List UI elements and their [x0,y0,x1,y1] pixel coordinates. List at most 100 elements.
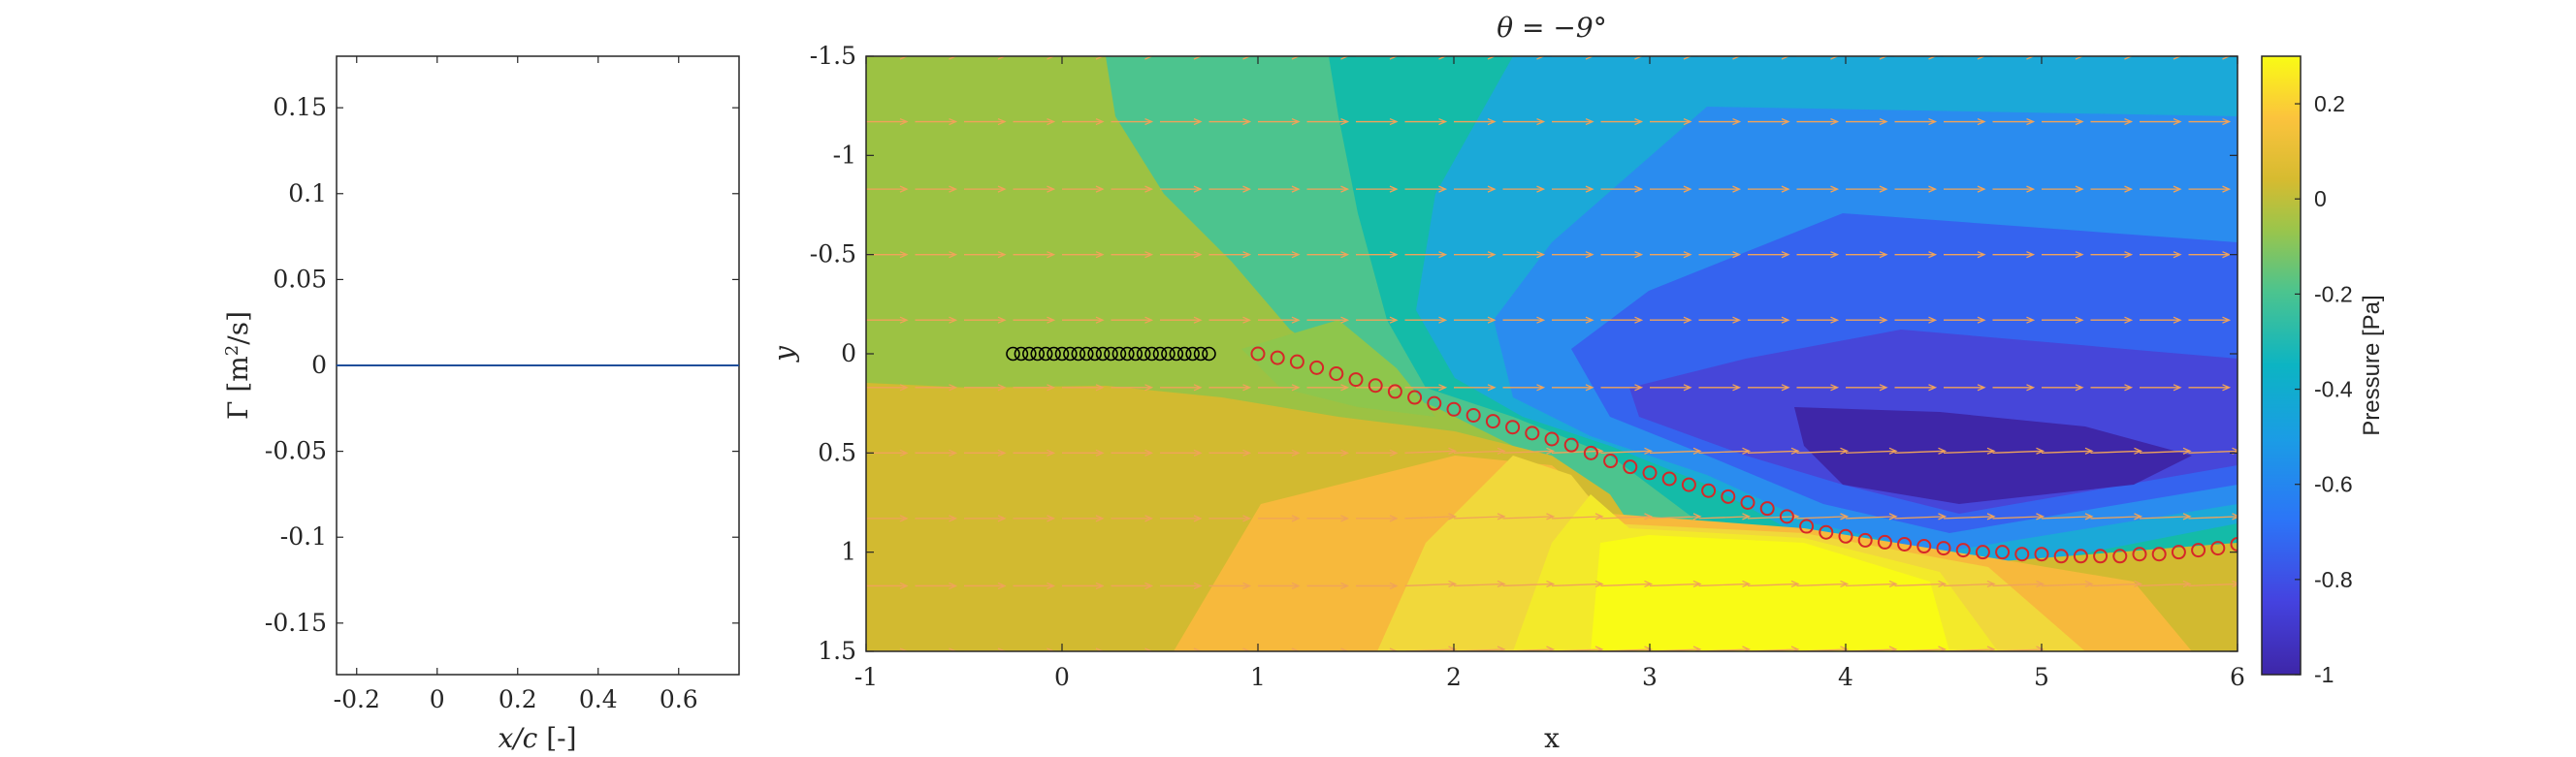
velocity-arrow-head [899,185,909,193]
wake-point [1779,509,1794,524]
wake-point [2112,549,2128,564]
velocity-arrow-head [1389,316,1399,324]
velocity-arrow-head [1193,582,1203,590]
velocity-arrow [1453,583,1505,587]
velocity-arrow-head [1487,251,1497,259]
velocity-arrow [2090,650,2093,651]
wake-point [2210,541,2226,556]
velocity-arrow-head [1046,515,1056,522]
pressure-xtick-label: -1 [854,663,878,691]
velocity-arrow [2188,516,2238,520]
velocity-arrow [1747,583,1799,587]
circulation-ticks: -0.2 0 0.2 0.4 0.6 0.15 0.1 0.05 0 -0.05 -0.1 -0.15 [265,56,739,713]
velocity-arrow-head [1438,185,1448,193]
velocity-arrow-head [1585,117,1594,126]
velocity-arrow-head [1242,117,1252,126]
velocity-arrow [1845,583,1897,587]
velocity-arrow-head [1046,384,1056,392]
velocity-arrow-head [1193,56,1203,60]
velocity-arrow-head [899,384,909,392]
wake-point [1857,532,1873,548]
velocity-arrow-head [2064,658,2071,664]
velocity-arrow [1649,450,1701,454]
airfoil-point [1022,346,1037,362]
velocity-arrow-head [2211,658,2218,664]
velocity-arrow-head [949,56,958,60]
velocity-arrow-head [2173,117,2182,126]
velocity-arrow-head [1692,513,1702,520]
velocity-arrow [1943,516,1995,520]
wake-point [1759,501,1775,517]
pressure-ytick-label: -1.5 [810,42,856,70]
airfoil-point [1006,346,1020,362]
velocity-arrow [2139,516,2191,520]
velocity-arrow-head [1977,117,1986,126]
pressure-title: θ = −9° [1497,12,1606,44]
velocity-arrow-head [1742,580,1752,588]
velocity-arrow [1551,516,1603,520]
pressure-ytick-label: 0.5 [818,438,856,466]
wake-point [1799,519,1815,534]
velocity-arrow-head [1888,447,1898,455]
velocity-arrow-head [1585,56,1594,60]
velocity-arrow-head [1340,56,1350,60]
wake-point [1465,407,1481,423]
velocity-arrow-head [2124,56,2134,60]
pressure-ylabel: y [768,345,800,363]
wake-point [1642,465,1658,481]
velocity-arrow-head [1242,56,1252,60]
velocity-arrow-head [997,251,1007,259]
velocity-arrow [1502,450,1554,454]
velocity-arrow-head [1438,316,1448,324]
velocity-arrow-head [1389,647,1399,651]
wake-point [2171,545,2186,560]
velocity-arrow [1992,583,2044,587]
velocity-arrow-head [1986,580,1996,588]
airfoil-point [1079,346,1094,362]
velocity-arrow-head [899,316,909,324]
velocity-arrow-head [1879,185,1888,193]
velocity-arrow-head [1046,56,1056,60]
wake-point [2191,543,2206,558]
velocity-arrow-head [1781,384,1790,392]
airfoil-point [1046,346,1061,362]
velocity-arrow-head [1242,384,1252,392]
velocity-arrow-head [1340,384,1350,392]
velocity-arrow-head [2075,185,2084,193]
velocity-arrow-head [1928,316,1938,324]
circulation-ytick-label: 0.05 [273,265,327,293]
velocity-arrow-head [1692,447,1702,455]
wake-point [1936,541,1951,556]
velocity-arrow-head [1242,251,1252,259]
velocity-arrow-head [2222,56,2232,60]
colorbar: 0.2 0 -0.2 -0.4 -0.6 -0.8 -1 Pressure [Pa] [2261,55,2385,687]
airfoil-point [1136,346,1151,362]
circulation-xtick-label: 0.6 [660,685,698,713]
velocity-arrow [1502,516,1554,520]
velocity-arrow-head [1634,316,1644,324]
airfoil-point [1120,346,1135,362]
velocity-arrow-head [1487,117,1497,126]
velocity-arrow-head [1438,117,1448,126]
velocity-arrow-head [899,251,909,259]
velocity-arrow [1600,583,1652,587]
airfoil-point [1038,346,1053,362]
velocity-arrow-head [1742,447,1752,455]
pressure-field [866,56,2238,664]
velocity-arrow-head [2026,117,2036,126]
velocity-arrow-head [1938,646,1948,651]
velocity-arrow [2041,583,2093,587]
velocity-arrow-head [1046,117,1056,126]
velocity-arrow-head [949,515,958,522]
velocity-arrow-head [1683,185,1692,193]
airfoil-point [1014,346,1029,362]
velocity-arrow-head [1095,449,1105,457]
velocity-arrow [1894,583,1946,587]
velocity-arrow-head [1095,185,1105,193]
velocity-arrow-head [2173,251,2182,259]
velocity-arrow-head [1594,646,1604,651]
velocity-arrow-head [1242,185,1252,193]
velocity-arrow-head [1046,647,1056,651]
wake-point [1329,365,1344,381]
velocity-arrow-head [1448,646,1458,651]
